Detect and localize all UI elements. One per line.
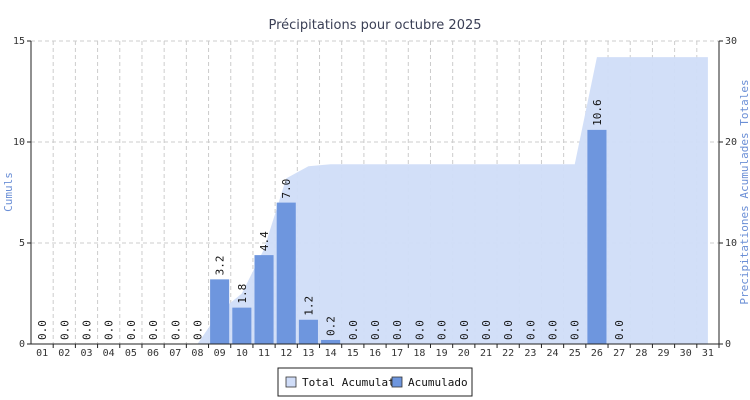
bar-label: 0.0 (125, 320, 138, 340)
x-tick-label: 14 (325, 348, 337, 359)
bar-label: 10.6 (591, 99, 604, 126)
x-tick-label: 13 (302, 348, 314, 359)
bar-label: 0.0 (436, 320, 449, 340)
x-tick-label: 27 (613, 348, 625, 359)
x-tick-label: 24 (547, 348, 559, 359)
bar-label: 0.0 (347, 320, 360, 340)
bar-label: 0.0 (524, 320, 537, 340)
y-tick-label: 5 (19, 238, 25, 249)
bar-label: 0.0 (413, 320, 426, 340)
legend-swatch-total (285, 376, 297, 388)
y2-tick-labels: 0 10 20 30 (719, 36, 737, 350)
bar-label: 0.0 (391, 320, 404, 340)
bar-label: 0.0 (480, 320, 493, 340)
axes (30, 41, 720, 345)
y2-tick-label: 30 (725, 36, 737, 47)
bar (587, 129, 607, 344)
x-tick-label: 03 (80, 348, 92, 359)
y-axis-label: Cumuls (2, 172, 15, 212)
bar-labels-layer: 0.0 0.0 0.0 0.0 0.0 0.0 0.0 0.0 3.2 1.8 4.4 7.0 1.2 0… (36, 99, 626, 340)
y2-axis-label: Precipitationes Acumulades Totales (738, 79, 750, 304)
x-tick-label: 07 (169, 348, 181, 359)
x-tick-label: 15 (347, 348, 359, 359)
x-tick-label: 11 (258, 348, 270, 359)
bar-label: 0.0 (613, 320, 626, 340)
x-tick-label: 30 (680, 348, 692, 359)
x-tick-label: 09 (214, 348, 226, 359)
bar-label: 0.0 (36, 320, 49, 340)
x-tick-label: 16 (369, 348, 381, 359)
x-tick-label: 23 (524, 348, 536, 359)
x-tick-label: 19 (436, 348, 448, 359)
y-tick-labels: 0 5 10 15 (13, 36, 31, 350)
x-tick-label: 17 (391, 348, 403, 359)
y-tick-label: 15 (13, 36, 25, 47)
bar-label: 0.0 (502, 320, 515, 340)
bar-label: 0.0 (547, 320, 560, 340)
bar-label: 4.4 (258, 231, 271, 251)
x-tick-label: 28 (635, 348, 647, 359)
legend: Total Acumulat Acumulado (277, 367, 473, 397)
bar-label: 0.0 (169, 320, 182, 340)
chart-title: Précipitations pour octubre 2025 (268, 18, 481, 33)
bar (210, 279, 230, 344)
legend-label-total: Total Acumulat (302, 376, 395, 389)
bar-label: 0.0 (103, 320, 116, 340)
x-tick-label: 22 (502, 348, 514, 359)
bar-label: 0.0 (369, 320, 382, 340)
x-tick-label: 01 (36, 348, 48, 359)
bars-layer (210, 129, 607, 344)
y-tick-label: 0 (19, 339, 25, 350)
x-tick-label: 21 (480, 348, 492, 359)
total-area-layer (42, 57, 708, 344)
x-tick-label: 18 (413, 348, 425, 359)
x-tick-label: 26 (591, 348, 603, 359)
bar-label: 3.2 (214, 255, 227, 275)
bar (276, 202, 296, 344)
x-tick-label: 08 (191, 348, 203, 359)
x-tick-label: 10 (236, 348, 248, 359)
x-tick-labels: 01 02 03 04 05 06 07 08 09 10 11 12 13 14 15 16 17 18 19 20… (36, 344, 720, 359)
total-area (42, 57, 708, 344)
bar (298, 319, 318, 344)
bar-label: 0.0 (147, 320, 160, 340)
y2-tick-label: 0 (725, 339, 731, 350)
bar-label: 0.2 (325, 316, 338, 336)
legend-swatch-acumulado (391, 376, 403, 388)
x-tick-label: 12 (280, 348, 292, 359)
legend-box (277, 367, 473, 397)
bar-label: 0.0 (80, 320, 93, 340)
legend-label-acumulado: Acumulado (408, 376, 468, 389)
x-tick-label: 20 (458, 348, 470, 359)
bar-label: 0.0 (569, 320, 582, 340)
x-tick-label: 04 (103, 348, 115, 359)
bar (254, 255, 274, 344)
bar-label: 0.0 (458, 320, 471, 340)
bar (232, 307, 252, 344)
bar-label: 7.0 (280, 179, 293, 199)
x-tick-label: 06 (147, 348, 159, 359)
bar-label: 1.2 (302, 296, 315, 316)
bar-label: 0.0 (58, 320, 71, 340)
bar-label: 0.0 (191, 320, 204, 340)
x-tick-label: 02 (58, 348, 70, 359)
y2-tick-label: 10 (725, 238, 737, 249)
bar (321, 339, 341, 344)
x-tick-label: 25 (569, 348, 581, 359)
x-tick-label: 31 (702, 348, 714, 359)
bar-label: 1.8 (236, 284, 249, 304)
x-tick-label: 05 (125, 348, 137, 359)
y2-tick-label: 20 (725, 137, 737, 148)
x-tick-label: 29 (657, 348, 669, 359)
y-tick-label: 10 (13, 137, 25, 148)
